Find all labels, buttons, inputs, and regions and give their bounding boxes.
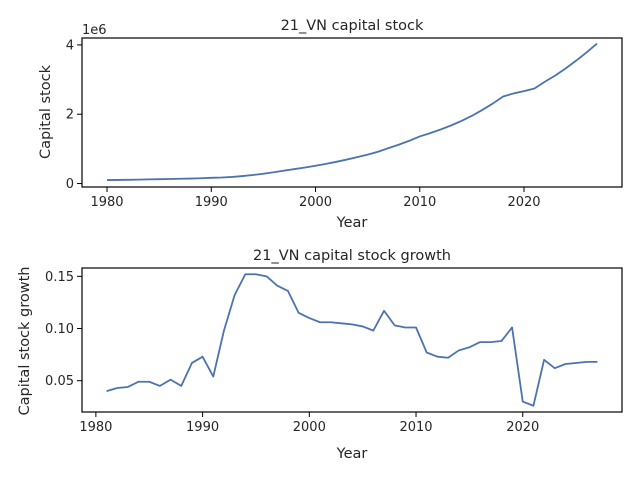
y-tick-label: 0 — [66, 177, 74, 192]
x-tick-label: 2000 — [299, 195, 332, 210]
y-tick-label: 4 — [66, 38, 74, 53]
axes-frame — [81, 267, 623, 413]
x-tick-label: 2010 — [399, 420, 432, 435]
chart-title: 21_VN capital stock — [281, 18, 424, 34]
series-line — [106, 273, 598, 407]
y-tick-label: 0.05 — [45, 374, 74, 389]
x-axis-label: Year — [336, 215, 368, 231]
x-tick-label: 1980 — [90, 195, 123, 210]
x-axis-label: Year — [336, 446, 368, 462]
x-tick-label: 2020 — [506, 420, 539, 435]
chart-title: 21_VN capital stock growth — [253, 248, 451, 264]
y-offset-text: 1e6 — [82, 23, 107, 38]
y-tick-label: 0.10 — [45, 322, 74, 337]
x-tick-label: 2020 — [507, 195, 540, 210]
capital-stock-growth-panel: 21_VN capital stock growth 1980 1990 2000 2… — [17, 248, 623, 462]
axes-frame — [81, 37, 623, 188]
plot-area: 1980 1990 2000 2010 2020 0 2 4 — [66, 38, 598, 210]
x-tick-label: 1990 — [186, 420, 219, 435]
x-tick-label: 2010 — [403, 195, 436, 210]
y-tick-label: 0.15 — [45, 270, 74, 285]
x-tick-label: 1990 — [195, 195, 228, 210]
y-axis-label: Capital stock growth — [17, 267, 33, 416]
x-tick-label: 2000 — [293, 420, 326, 435]
plot-area: 1980 1990 2000 2010 2020 0.05 0.10 0.15 — [45, 270, 598, 435]
capital-stock-panel: 21_VN capital stock 1e6 1980 1990 2000 2010… — [38, 18, 623, 231]
y-axis-label: Capital stock — [38, 64, 54, 159]
x-tick-label: 1980 — [79, 420, 112, 435]
series-line — [107, 42, 598, 181]
y-tick-label: 2 — [66, 108, 74, 123]
